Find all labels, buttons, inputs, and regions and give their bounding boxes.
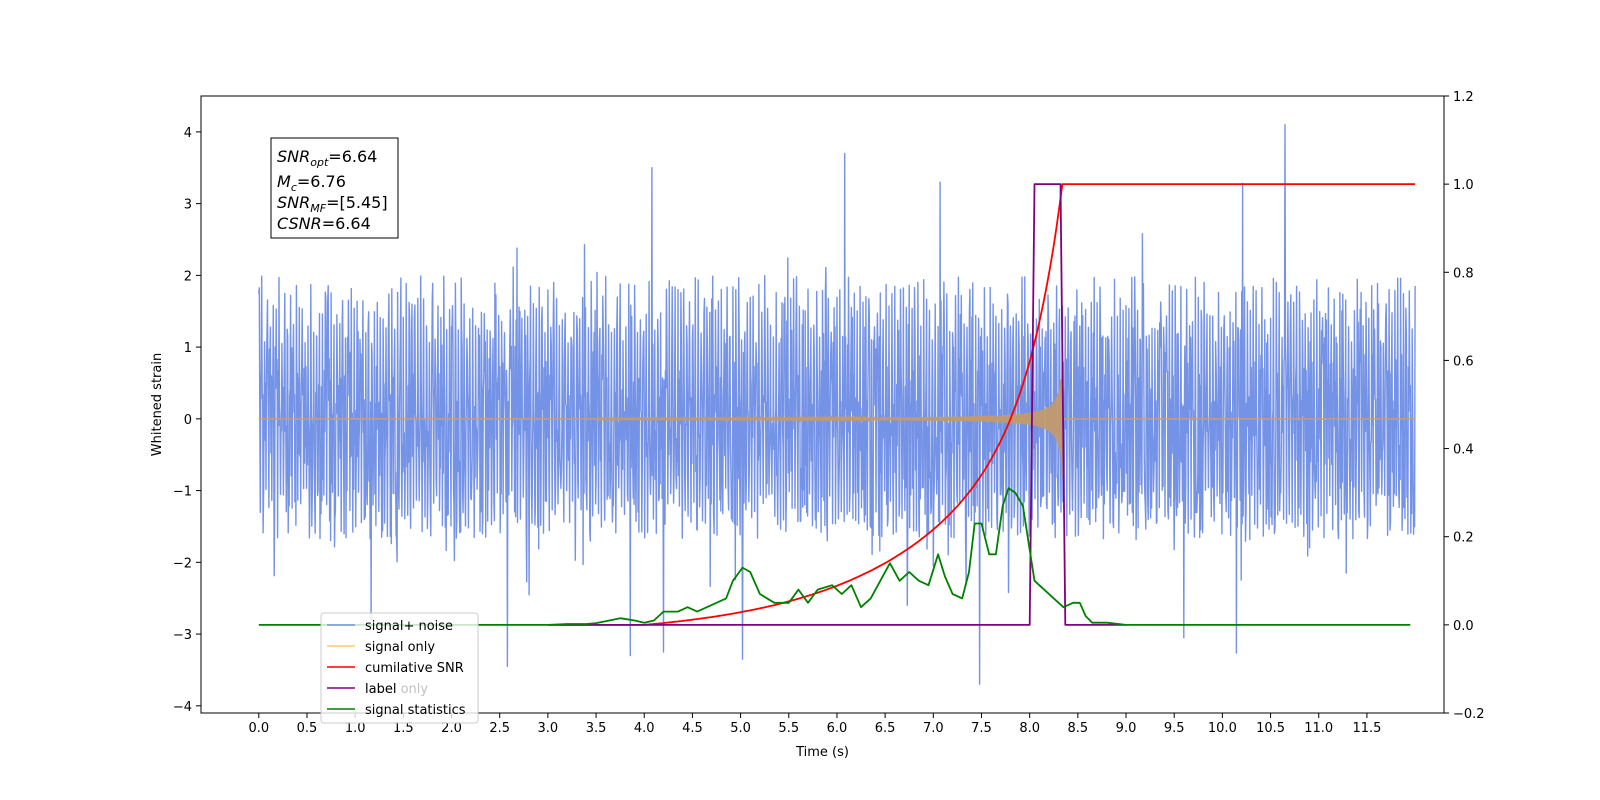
x-tick-label: 9.0: [1116, 721, 1137, 736]
y-tick-label: 2: [184, 269, 192, 284]
y-tick-label: −2: [173, 556, 192, 571]
annotation-frame: [270, 137, 399, 239]
annotation-csnr: CSNR=6.64: [277, 214, 371, 233]
series-line-signal-only: [595, 361, 1065, 477]
y2-tick-label: 0.8: [1453, 266, 1474, 281]
x-tick-label: 7.0: [923, 721, 944, 736]
x-tick-label: 0.5: [297, 721, 318, 736]
x-tick-label: 3.5: [586, 721, 607, 736]
x-tick-label: 2.0: [441, 721, 462, 736]
x-tick-label: 1.0: [345, 721, 366, 736]
x-tick-label: 7.5: [971, 721, 992, 736]
annotation-mc: Mc=6.76: [277, 172, 346, 194]
plot-area: [258, 124, 1416, 685]
y-tick-label: −4: [173, 700, 192, 715]
x-tick-label: 5.0: [730, 721, 751, 736]
axes: 0.0 0.5 1.0 1.5 2.0 2.5 3.0 3.5 4.0 4.5 5.0 5.5 6.0 6…: [150, 90, 1485, 760]
y-tick-label: 1: [184, 341, 192, 356]
x-tick-label: 3.0: [538, 721, 559, 736]
series-line-signal-noise: [258, 124, 1416, 685]
y2-tick-label: 0.0: [1453, 619, 1474, 634]
legend-label-signal-noise: signal+ noise: [365, 619, 453, 634]
x-tick-label: 0.0: [248, 721, 269, 736]
annotation-snr-opt: SNRopt=6.64: [277, 147, 377, 169]
annotation-snr-mf: SNRMF=[5.45]: [277, 193, 388, 215]
y-tick-label: −1: [173, 485, 192, 500]
x-tick-label: 4.5: [682, 721, 703, 736]
y-tick-label: 4: [184, 126, 192, 141]
legend: signal+ noise signal only cumilative SNR…: [320, 612, 479, 724]
x-tick-label: 8.5: [1068, 721, 1089, 736]
y2-tick-label: 1.0: [1453, 178, 1474, 193]
legend-label-cum-snr: cumilative SNR: [365, 661, 464, 676]
y2-tick-label: 0.4: [1453, 443, 1474, 458]
x-tick-label: 1.5: [393, 721, 414, 736]
x-tick-label: 8.0: [1019, 721, 1040, 736]
legend-label-label-only: label only: [365, 682, 428, 697]
x-tick-label: 6.0: [827, 721, 848, 736]
x-tick-label: 2.5: [489, 721, 510, 736]
x-tick-label: 4.0: [634, 721, 655, 736]
x-tick-label: 9.5: [1164, 721, 1185, 736]
series-line-label: [547, 183, 1126, 626]
series-line-signal-statistics: [258, 487, 1411, 626]
y2-tick-label: 1.2: [1453, 90, 1474, 105]
y-axis-label: Whitened strain: [150, 353, 165, 456]
y2-tick-label: 0.6: [1453, 354, 1474, 369]
x-tick-label: 10.0: [1208, 721, 1237, 736]
x-tick-label: 11.0: [1304, 721, 1333, 736]
y-tick-label: 3: [184, 198, 192, 213]
x-axis-label: Time (s): [795, 745, 849, 760]
legend-label-label: label: [365, 682, 396, 697]
y2-tick-label: −0.2: [1453, 707, 1485, 722]
x-tick-label: 10.5: [1256, 721, 1285, 736]
annotation-box: SNRopt=6.64 Mc=6.76 SNRMF=[5.45] CSNR=6.…: [270, 137, 399, 239]
axes-frame: [200, 95, 1445, 714]
legend-frame: [320, 612, 479, 724]
y-tick-label: −3: [173, 628, 192, 643]
y-tick-label: 0: [184, 413, 192, 428]
x-tick-label: 11.5: [1352, 721, 1381, 736]
x-tick-label: 6.5: [875, 721, 896, 736]
legend-label-signal-stats: signal statistics: [365, 703, 466, 718]
x-tick-label: 5.5: [778, 721, 799, 736]
y2-tick-label: 0.2: [1453, 531, 1474, 546]
series-line-cumulative-snr: [547, 183, 1416, 626]
legend-label-signal-only: signal only: [365, 640, 435, 655]
